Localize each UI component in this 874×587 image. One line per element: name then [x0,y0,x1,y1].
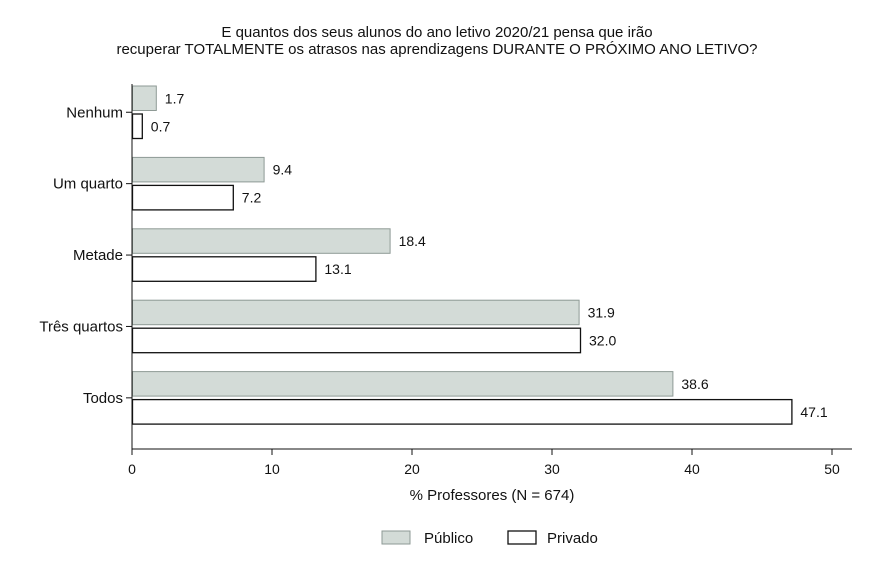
bar-publico-metade [132,228,391,254]
value-label-publico-nenhum: 1.7 [165,90,185,106]
category-label-um-quarto: Um quarto [53,176,123,193]
bar-privado-todos [131,398,793,425]
x-tick-label-30: 30 [544,461,560,477]
legend-swatch-publico [381,530,411,545]
category-label-tres-quartos: Três quartos [39,318,123,335]
bar-privado-tres-quartos [131,327,582,354]
value-label-publico-um-quarto: 9.4 [273,162,293,178]
bar-publico-nenhum [132,85,157,111]
legend-swatch-privado [507,530,537,545]
value-labels-group: 1.7 0.7 9.4 7.2 18.4 13.1 31.9 32.0 38.6 47.1 [151,90,828,420]
value-label-publico-todos: 38.6 [681,376,708,392]
category-label-metade: Metade [73,247,123,264]
value-label-privado-metade: 13.1 [324,261,351,277]
bar-publico-um-quarto [132,156,265,183]
value-label-publico-tres-quartos: 31.9 [588,304,615,320]
x-tick-label-0: 0 [128,461,136,477]
chart-title: E quantos dos seus alunos do ano letivo … [116,24,757,58]
bar-privado-metade [131,256,317,282]
axes-group: 0 10 20 30 40 50 [128,84,852,477]
legend: Público Privado [381,530,598,547]
bars-group [131,85,793,425]
x-tick-label-20: 20 [404,461,420,477]
legend-label-publico: Público [424,530,473,547]
x-ticks-group: 0 10 20 30 40 50 [128,449,840,477]
category-labels-group: Nenhum Um quarto Metade Três quartos Todos [39,104,132,407]
x-axis-title: % Professores (N = 674) [410,487,575,504]
chart-title-line-2: recuperar TOTALMENTE os atrasos nas apre… [116,41,757,58]
value-label-privado-tres-quartos: 32.0 [589,332,616,348]
bar-privado-nenhum [131,113,143,140]
legend-label-privado: Privado [547,530,598,547]
x-tick-label-40: 40 [684,461,700,477]
x-tick-label-10: 10 [264,461,280,477]
category-label-nenhum: Nenhum [66,104,123,121]
bar-publico-todos [132,371,674,397]
value-label-privado-todos: 47.1 [800,404,827,420]
value-label-privado-um-quarto: 7.2 [242,190,262,206]
chart-title-line-1: E quantos dos seus alunos do ano letivo … [221,24,652,41]
value-label-privado-nenhum: 0.7 [151,118,171,134]
bar-publico-tres-quartos [132,299,580,326]
bar-privado-um-quarto [131,184,234,211]
x-tick-label-50: 50 [824,461,840,477]
value-label-publico-metade: 18.4 [399,233,426,249]
category-label-todos: Todos [83,390,123,407]
